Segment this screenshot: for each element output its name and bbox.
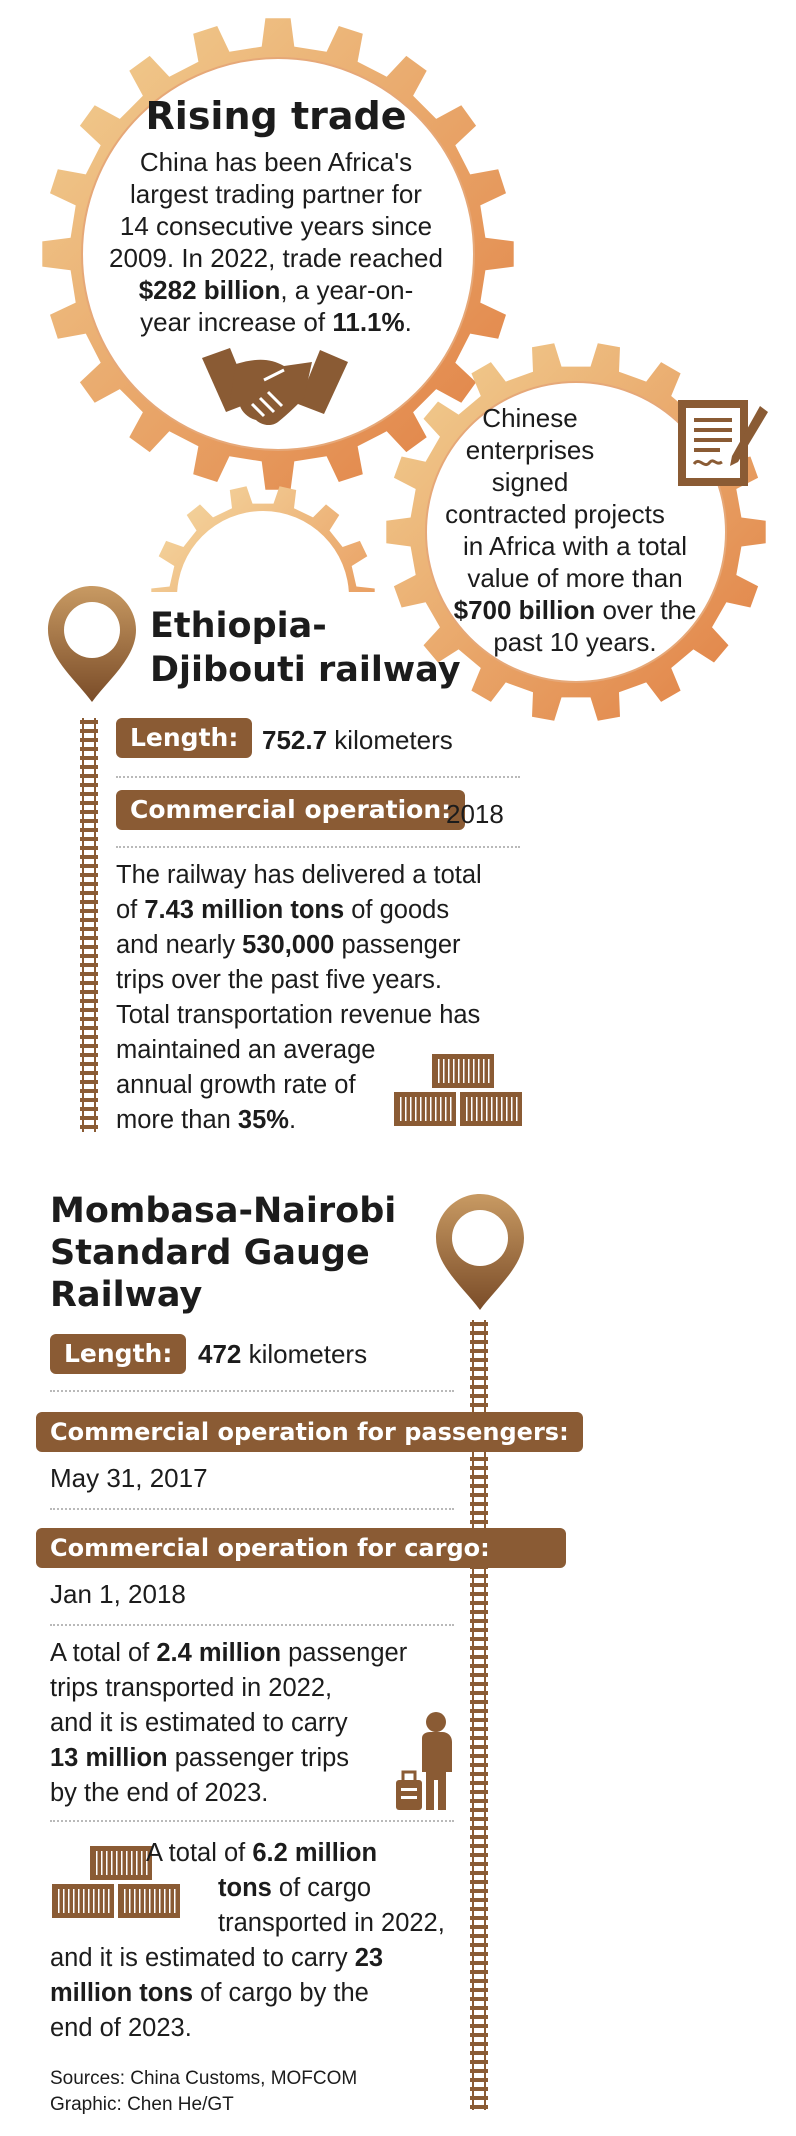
gear-icon	[151, 486, 375, 592]
projects-value: $700 billion	[453, 595, 596, 625]
cargo-description: A total of 6.2 million tons of cargo tra…	[50, 1839, 445, 2042]
footer: Sources: China Customs, MOFCOM Graphic: …	[50, 2066, 357, 2118]
cargo-containers-icon	[52, 1846, 180, 1918]
trade-growth: 11.1%	[332, 307, 405, 337]
passenger-description: A total of 2.4 million passenger trips t…	[50, 1639, 408, 1807]
gear-icon	[42, 18, 514, 490]
graphic-credit: Graphic: Chen He/GT	[50, 2094, 234, 2115]
rising-trade-block: Rising trade China has been Africa's lar…	[90, 92, 462, 338]
commercial-operation-label: Commercial operation:	[116, 790, 466, 830]
ethiopia-description: The railway has delivered a total of 7.4…	[116, 861, 482, 1134]
location-pin-icon	[436, 1194, 524, 1310]
divider	[116, 846, 520, 848]
projects-line: signed	[491, 467, 569, 497]
projects-line: enterprises	[465, 435, 595, 465]
cargo-containers-icon	[394, 1054, 522, 1126]
projects-line: $700 billion over the	[453, 595, 697, 625]
divider	[116, 776, 520, 778]
passenger-operation-value: May 31, 2017	[50, 1463, 208, 1493]
contract-icon	[678, 400, 768, 486]
length-value: 752.7 kilometers	[262, 725, 453, 755]
projects-line: past 10 years.	[493, 627, 657, 657]
location-pin-icon	[48, 586, 136, 702]
traveler-icon	[396, 1712, 452, 1810]
projects-line: value of more than	[467, 563, 683, 593]
divider	[50, 1624, 454, 1626]
length-label: Length:	[116, 718, 253, 758]
railway-track-icon	[80, 718, 98, 1132]
rising-trade-line: largest trading partner for	[130, 179, 422, 209]
cargo-operation-label: Commercial operation for cargo:	[36, 1528, 566, 1568]
projects-line: Chinese	[482, 403, 578, 433]
passenger-operation-label: Commercial operation for passengers:	[36, 1412, 583, 1452]
rising-trade-line: 14 consecutive years since	[119, 211, 433, 241]
rising-trade-line: $282 billion, a year-on-	[138, 275, 414, 305]
rising-trade-line: 2009. In 2022, trade reached	[109, 243, 443, 273]
length-value: 472 kilometers	[198, 1339, 368, 1369]
commercial-operation-value: 2018	[446, 799, 504, 829]
handshake-icon	[202, 348, 348, 426]
sources: Sources: China Customs, MOFCOM	[50, 2068, 358, 2089]
trade-value: $282 billion	[138, 275, 281, 305]
rising-trade-title: Rising trade	[145, 94, 407, 138]
rising-trade-line: China has been Africa's	[139, 147, 413, 177]
mombasa-title: Mombasa-Nairobi Standard Gauge Railway	[50, 1191, 397, 1315]
length-label: Length:	[50, 1334, 187, 1374]
projects-line: contracted projects	[445, 499, 665, 529]
rising-trade-line: year increase of 11.1%.	[140, 307, 412, 337]
divider	[50, 1508, 454, 1510]
divider	[50, 1820, 454, 1822]
projects-block: Chinese enterprises signed contracted pr…	[420, 402, 730, 658]
ethiopia-title: Ethiopia- Djibouti railway	[150, 606, 461, 690]
cargo-operation-value: Jan 1, 2018	[50, 1579, 186, 1609]
divider	[50, 1390, 454, 1392]
projects-line: in Africa with a total	[463, 531, 687, 561]
gear-icon	[386, 343, 766, 721]
